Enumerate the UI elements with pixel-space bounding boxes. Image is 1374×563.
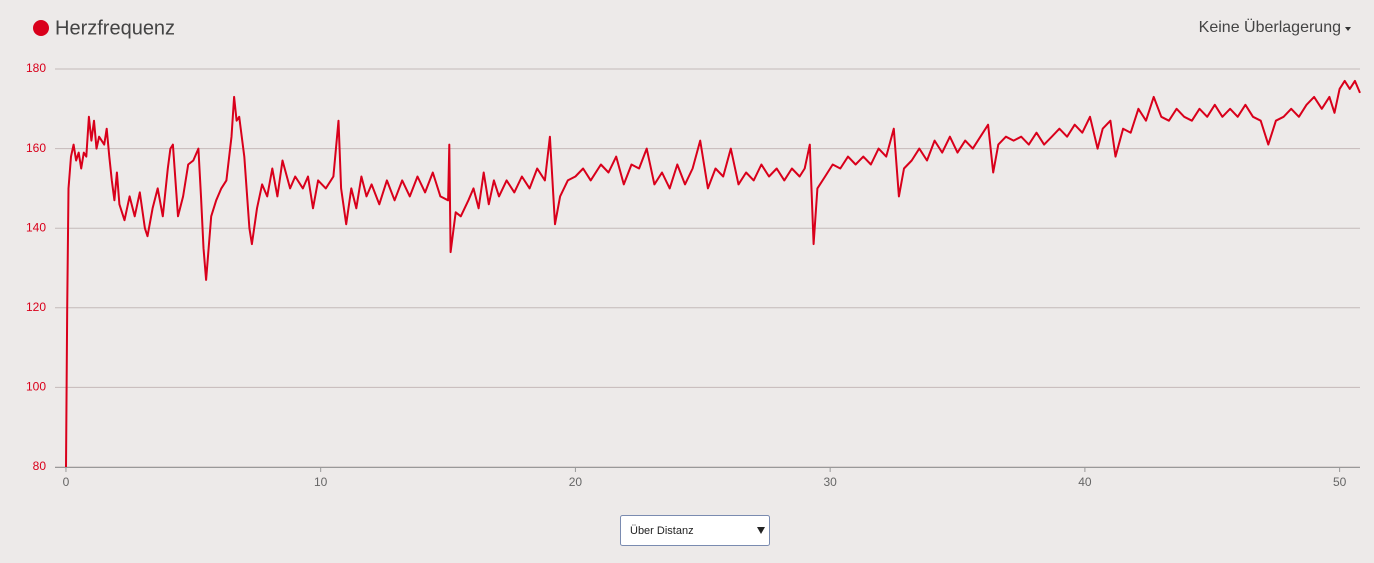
y-tick-label: 160: [26, 141, 46, 155]
x-tick-label: 10: [314, 475, 328, 489]
x-tick-label: 0: [63, 475, 70, 489]
select-label[interactable]: Über Distanz: [630, 525, 694, 537]
y-tick-label: 180: [26, 61, 46, 75]
y-tick-label: 140: [26, 220, 46, 234]
dropdown-arrow: [1345, 27, 1351, 31]
heart-rate-line: [65, 79, 1361, 468]
select-box[interactable]: Über Distanz: [620, 515, 770, 546]
select-arrow: [757, 527, 765, 534]
overlay-menu[interactable]: Keine Überlagerung: [1199, 18, 1351, 36]
y-tick-label: 80: [33, 459, 47, 473]
x-tick-label: 40: [1078, 475, 1092, 489]
select[interactable]: [620, 515, 770, 546]
x-tick-label: 30: [823, 475, 837, 489]
series-dot: [33, 20, 49, 36]
overlay-label[interactable]: Keine Überlagerung: [1199, 18, 1341, 36]
x-tick-label: 50: [1333, 475, 1347, 489]
y-tick-label: 100: [26, 380, 46, 394]
x-tick-label: 20: [569, 475, 583, 489]
y-tick-label: 120: [26, 300, 46, 314]
chart-title: Herzfrequenz: [55, 17, 175, 39]
